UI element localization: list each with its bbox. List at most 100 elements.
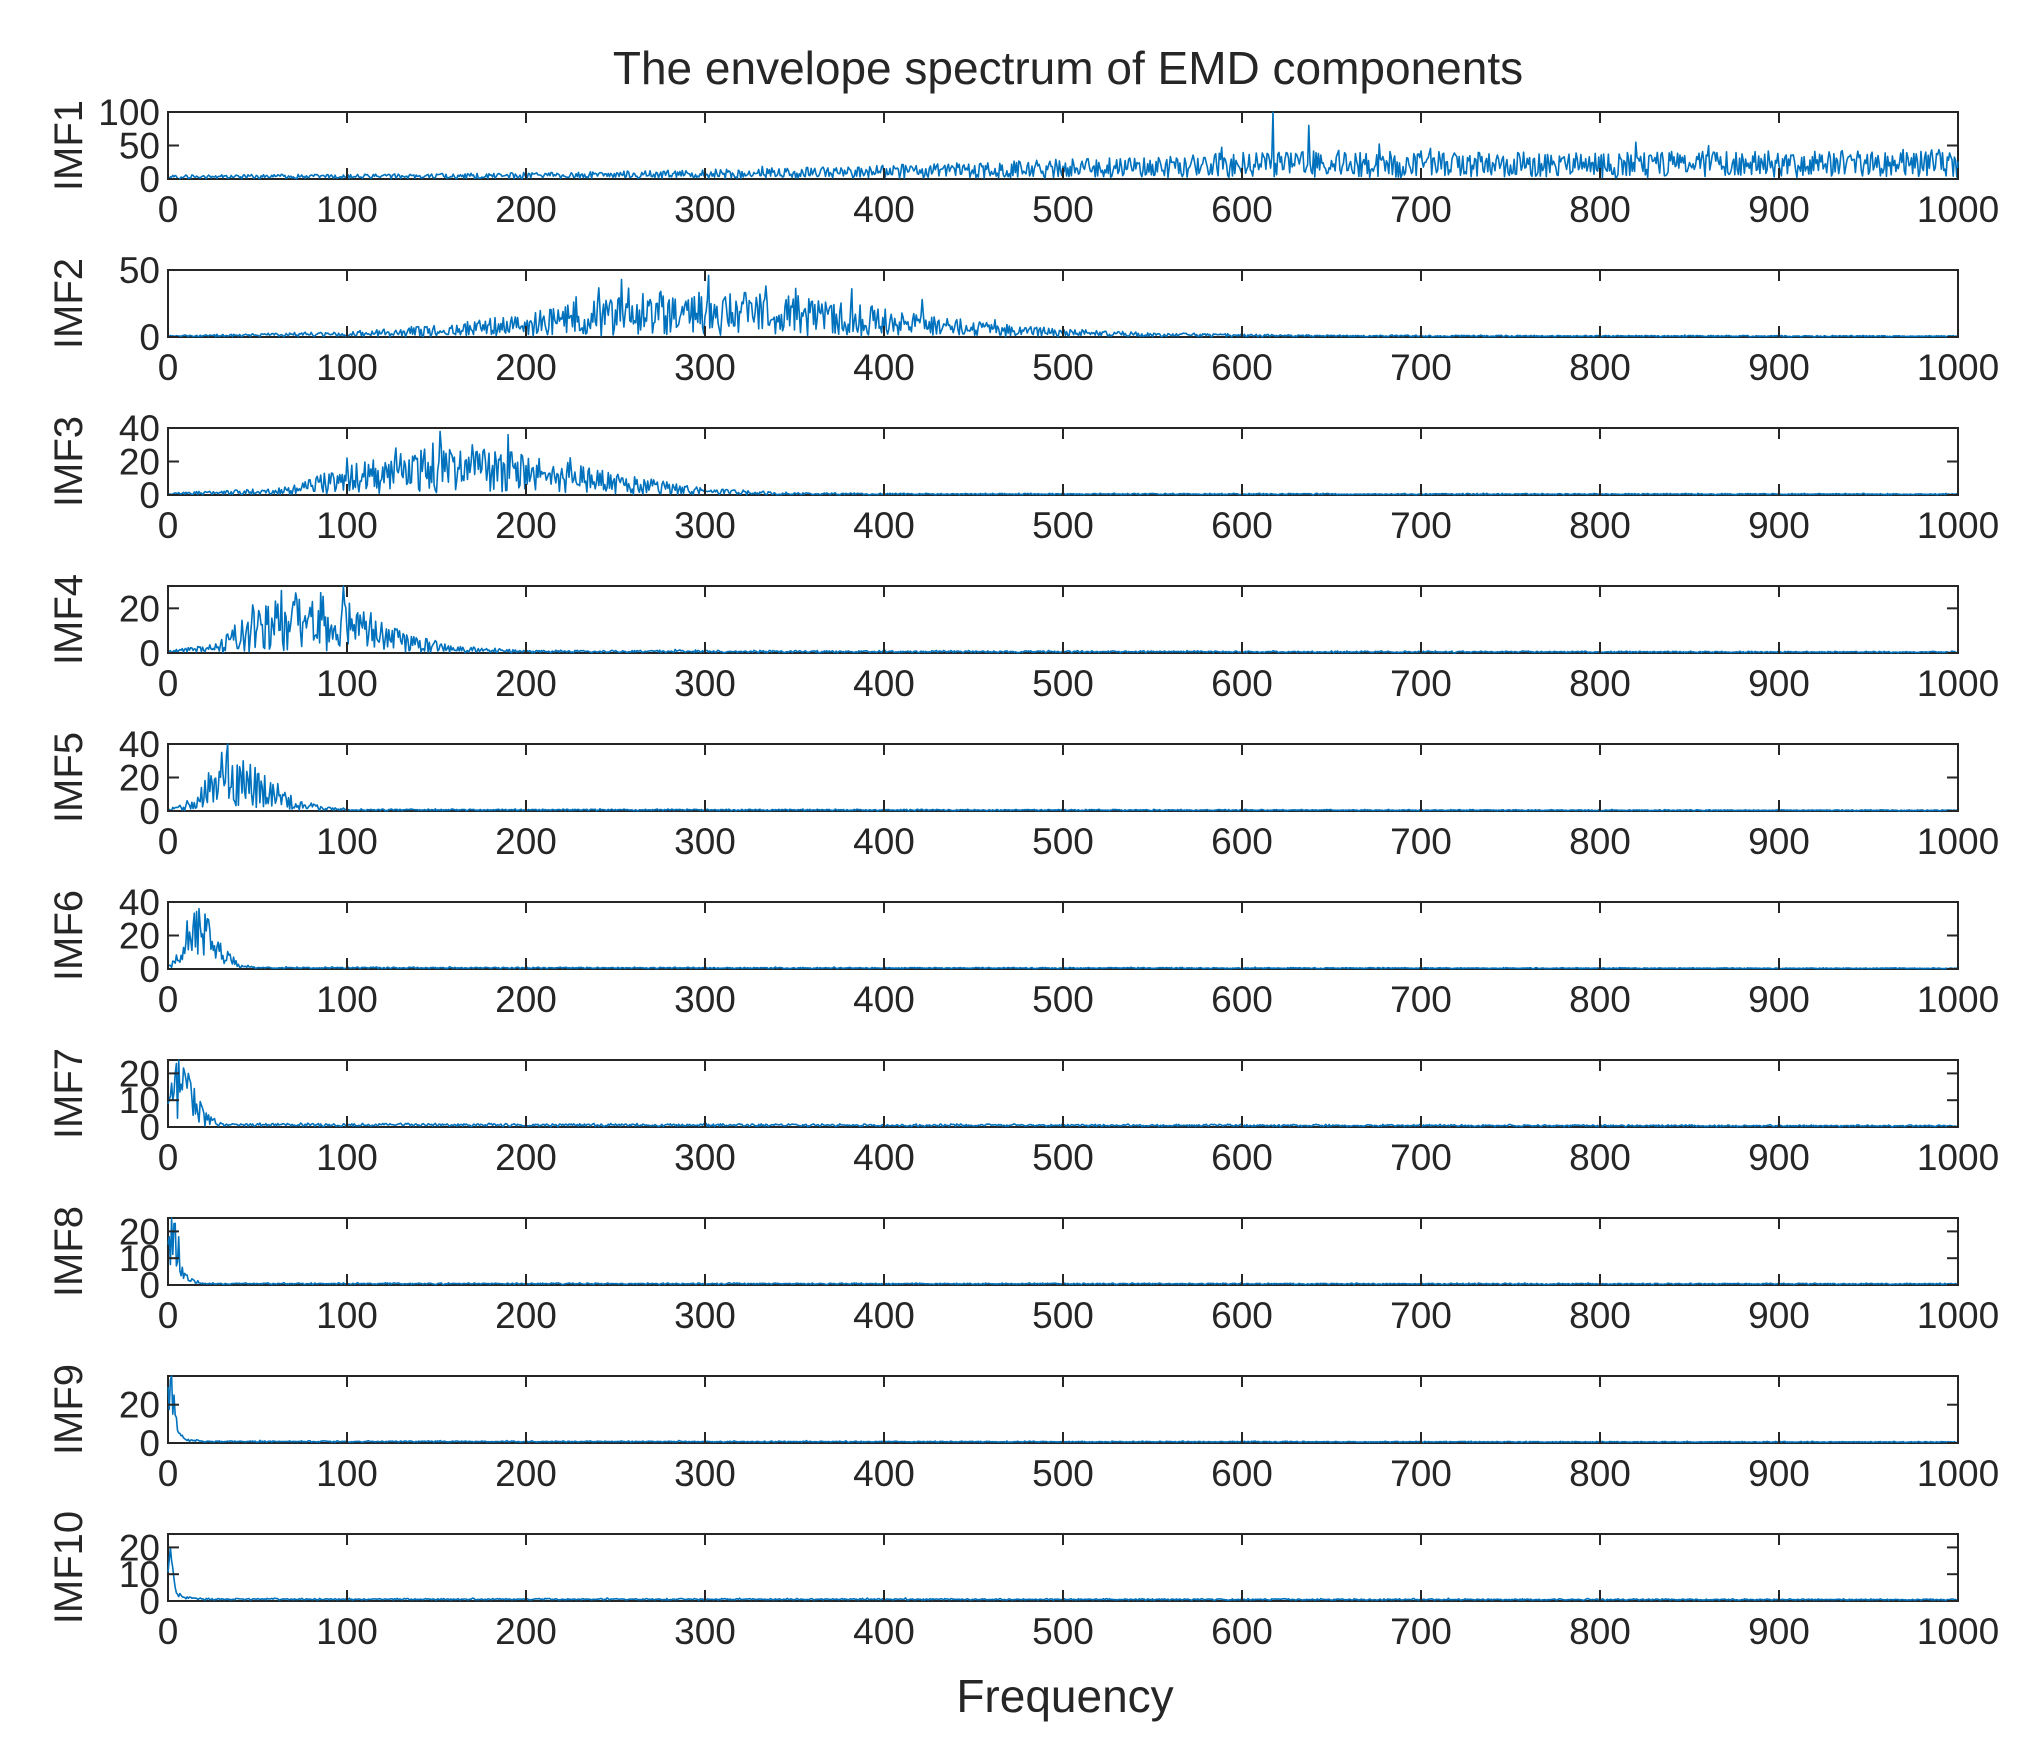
x-tick-label: 700 [1390,347,1452,388]
axes-frame [167,1059,1959,1128]
x-tick-label: 1000 [1917,979,1999,1020]
x-tick-label: 900 [1748,347,1810,388]
x-tick-label: 500 [1032,189,1094,230]
x-tick-label: 200 [495,1295,557,1336]
x-tick-label: 800 [1569,821,1631,862]
x-tick-label: 400 [853,189,915,230]
x-tick-label: 300 [674,1295,736,1336]
x-tick-label: 400 [853,347,915,388]
y-axis-label-imf3: IMF3 [47,416,91,507]
x-tick-label: 200 [495,663,557,704]
y-axis-label-imf5: IMF5 [47,732,91,823]
x-tick-label: 800 [1569,1453,1631,1494]
x-tick-label: 900 [1748,1453,1810,1494]
x-tick-label: 600 [1211,979,1273,1020]
x-tick-label: 700 [1390,189,1452,230]
x-tick-label: 100 [316,347,378,388]
x-tick-label: 200 [495,1137,557,1178]
y-tick-label: 10 [119,1554,160,1595]
x-tick-label: 0 [158,189,179,230]
x-tick-label: 800 [1569,979,1631,1020]
x-tick-label: 900 [1748,505,1810,546]
x-tick-label: 200 [495,1453,557,1494]
x-tick-label: 600 [1211,1295,1273,1336]
x-tick-label: 0 [158,979,179,1020]
x-tick-label: 500 [1032,821,1094,862]
x-tick-label: 700 [1390,979,1452,1020]
x-tick-label: 0 [158,1295,179,1336]
x-tick-label: 900 [1748,821,1810,862]
axes-frame [167,1217,1959,1286]
y-tick-label: 100 [98,92,160,133]
x-tick-label: 500 [1032,979,1094,1020]
x-tick-label: 800 [1569,1137,1631,1178]
x-tick-label: 100 [316,1137,378,1178]
axes-frame [167,1375,1959,1444]
x-tick-label: 200 [495,979,557,1020]
x-tick-label: 800 [1569,347,1631,388]
y-tick-label: 20 [119,442,160,483]
subplot-imf3: 0 100 200 300 400 500 600 700 800 900 100002040IMF… [47,408,1999,546]
x-tick-label: 600 [1211,663,1273,704]
y-tick-label: 0 [139,1265,160,1306]
subplot-imf6: 0 100 200 300 400 500 600 700 800 900 100002040IMF… [47,882,1999,1020]
y-axis-label-imf8: IMF8 [47,1206,91,1297]
y-tick-label: 40 [119,408,160,449]
x-tick-label: 1000 [1917,1453,1999,1494]
x-tick-label: 800 [1569,1611,1631,1652]
x-tick-label: 400 [853,821,915,862]
x-tick-label: 300 [674,1137,736,1178]
y-axis-label-imf1: IMF1 [47,100,91,191]
x-tick-label: 400 [853,505,915,546]
x-tick-label: 300 [674,663,736,704]
y-tick-label: 0 [139,1107,160,1148]
subplot-imf10: 0 100 200 300 400 500 600 700 800 900 100001020IMF… [47,1511,1999,1652]
y-tick-label: 50 [119,126,160,167]
y-tick-label: 20 [119,758,160,799]
x-tick-label: 0 [158,347,179,388]
x-tick-label: 1000 [1917,189,1999,230]
y-tick-label: 0 [139,159,160,200]
x-tick-label: 300 [674,1611,736,1652]
x-tick-label: 100 [316,821,378,862]
subplot-imf5: 0 100 200 300 400 500 600 700 800 900 100002040IMF… [47,724,1999,862]
x-tick-label: 400 [853,1137,915,1178]
x-tick-label: 0 [158,821,179,862]
axes-frame [167,269,1959,338]
x-tick-label: 200 [495,505,557,546]
x-tick-label: 500 [1032,663,1094,704]
x-tick-label: 500 [1032,1453,1094,1494]
x-tick-label: 400 [853,1453,915,1494]
y-tick-label: 20 [119,916,160,957]
x-tick-label: 1000 [1917,821,1999,862]
x-tick-label: 700 [1390,663,1452,704]
subplot-imf1: 0 100 200 300 400 500 600 700 800 900 1000050100IM… [47,92,1999,230]
y-axis-label-imf4: IMF4 [47,574,91,665]
x-tick-label: 400 [853,1295,915,1336]
x-tick-label: 900 [1748,979,1810,1020]
y-tick-label: 0 [139,317,160,358]
x-tick-label: 500 [1032,505,1094,546]
y-tick-label: 0 [139,949,160,990]
subplot-imf8: 0 100 200 300 400 500 600 700 800 900 100001020IMF… [47,1206,1999,1336]
x-tick-label: 1000 [1917,1137,1999,1178]
y-tick-label: 40 [119,724,160,765]
x-tick-label: 300 [674,979,736,1020]
x-tick-label: 900 [1748,189,1810,230]
y-tick-label: 20 [119,1053,160,1094]
spectrum-trace-imf1 [167,111,1959,180]
x-tick-label: 700 [1390,1137,1452,1178]
x-tick-label: 0 [158,1453,179,1494]
x-tick-label: 900 [1748,1295,1810,1336]
x-tick-label: 600 [1211,505,1273,546]
x-tick-label: 600 [1211,1611,1273,1652]
x-tick-label: 1000 [1917,663,1999,704]
x-tick-label: 100 [316,1453,378,1494]
x-tick-label: 1000 [1917,505,1999,546]
y-tick-label: 20 [119,1385,160,1426]
y-tick-label: 0 [139,633,160,674]
x-tick-label: 400 [853,1611,915,1652]
